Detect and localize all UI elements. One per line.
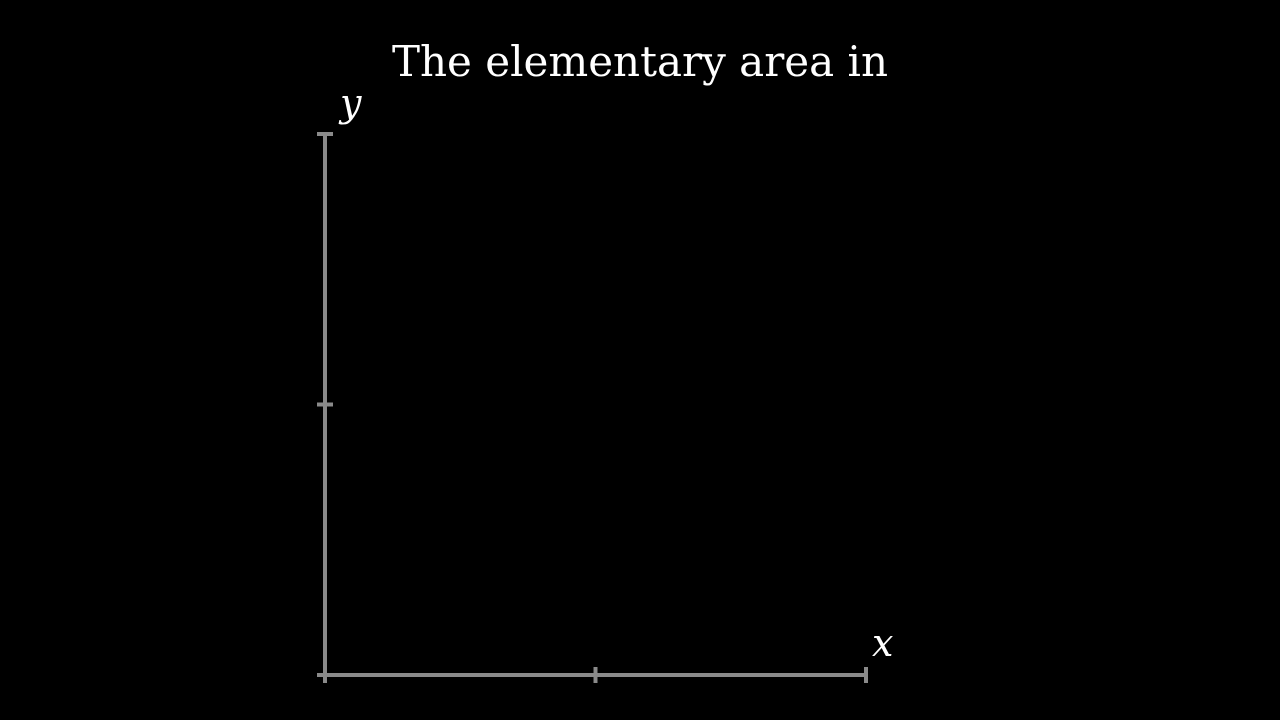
coordinate-axes	[317, 132, 868, 683]
diagram-title: The elementary area in	[392, 37, 888, 86]
y-axis-label: y	[338, 81, 362, 125]
x-axis-label: x	[872, 621, 893, 665]
y-axis-ticks	[317, 132, 333, 677]
